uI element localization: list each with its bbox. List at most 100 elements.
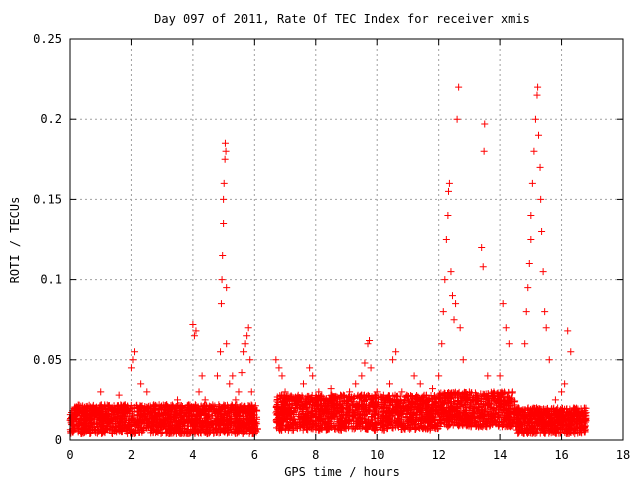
data-point <box>285 423 293 431</box>
data-point <box>564 416 572 424</box>
data-point <box>101 406 109 414</box>
data-point <box>112 418 120 426</box>
data-point <box>336 418 344 426</box>
data-point <box>488 393 496 401</box>
data-point <box>505 396 513 404</box>
data-point <box>278 403 286 411</box>
data-point <box>529 404 537 412</box>
data-point <box>322 420 330 428</box>
data-point <box>531 115 539 123</box>
data-point <box>248 420 256 428</box>
data-point <box>477 400 485 408</box>
data-point <box>417 399 425 407</box>
data-point <box>481 120 489 128</box>
data-point <box>445 420 453 428</box>
data-point <box>205 418 213 426</box>
data-point <box>376 418 384 426</box>
data-point <box>181 428 189 436</box>
data-point <box>167 418 175 426</box>
data-point <box>495 401 503 409</box>
data-point <box>517 416 525 424</box>
data-point <box>428 423 436 431</box>
data-point <box>379 408 387 416</box>
data-point <box>317 392 325 400</box>
data-point <box>515 404 523 412</box>
data-point <box>507 404 515 412</box>
data-point <box>480 391 488 399</box>
data-point <box>129 427 137 435</box>
data-point <box>82 414 90 422</box>
data-point <box>505 340 513 348</box>
data-point <box>221 155 229 163</box>
data-point <box>93 423 101 431</box>
data-point <box>406 392 414 400</box>
data-point <box>280 417 288 425</box>
data-point <box>404 396 412 404</box>
data-point <box>490 411 498 419</box>
data-point <box>564 327 572 335</box>
data-point <box>71 405 79 413</box>
data-point <box>383 421 391 429</box>
data-point <box>367 364 375 372</box>
data-point <box>364 391 372 399</box>
data-point <box>463 406 471 414</box>
data-point <box>533 408 541 416</box>
data-point <box>392 348 400 356</box>
data-point <box>454 404 462 412</box>
data-point <box>193 414 201 422</box>
data-point <box>176 417 184 425</box>
data-point <box>416 424 424 432</box>
data-point <box>410 372 418 380</box>
data-point <box>143 388 151 396</box>
data-point <box>201 396 209 404</box>
data-point <box>413 413 421 421</box>
data-point <box>90 404 98 412</box>
y-tick-label: 0.25 <box>33 32 62 46</box>
data-point <box>127 416 135 424</box>
data-point <box>409 400 417 408</box>
data-point <box>103 412 111 420</box>
data-point <box>129 429 137 437</box>
data-point <box>519 429 527 437</box>
data-point <box>238 369 246 377</box>
data-point <box>481 410 489 418</box>
data-point <box>294 396 302 404</box>
data-point <box>435 372 443 380</box>
data-point <box>155 401 163 409</box>
data-point <box>81 415 89 423</box>
data-point <box>194 403 202 411</box>
data-point <box>333 404 341 412</box>
data-point <box>243 409 251 417</box>
data-point <box>423 410 431 418</box>
data-point <box>451 419 459 427</box>
data-point <box>361 359 369 367</box>
data-point <box>92 426 100 434</box>
data-point <box>137 426 145 434</box>
data-point <box>196 426 204 434</box>
data-point <box>568 411 576 419</box>
data-point <box>408 399 416 407</box>
data-point <box>97 414 105 422</box>
data-point <box>112 404 120 412</box>
data-point <box>448 292 456 300</box>
data-point <box>118 428 126 436</box>
data-point <box>237 423 245 431</box>
data-point <box>485 415 493 423</box>
x-tick-label: 0 <box>66 448 73 462</box>
data-point <box>138 416 146 424</box>
data-point <box>442 406 450 414</box>
data-point <box>202 411 210 419</box>
data-point <box>150 402 158 410</box>
data-point <box>83 420 91 428</box>
data-point <box>218 404 226 412</box>
data-point <box>500 397 508 405</box>
data-point <box>121 424 129 432</box>
data-point <box>243 416 251 424</box>
data-point <box>127 364 135 372</box>
data-point <box>484 372 492 380</box>
data-point <box>117 412 125 420</box>
data-point <box>149 412 157 420</box>
data-point <box>522 308 530 316</box>
data-point <box>327 385 335 393</box>
data-point <box>453 115 461 123</box>
